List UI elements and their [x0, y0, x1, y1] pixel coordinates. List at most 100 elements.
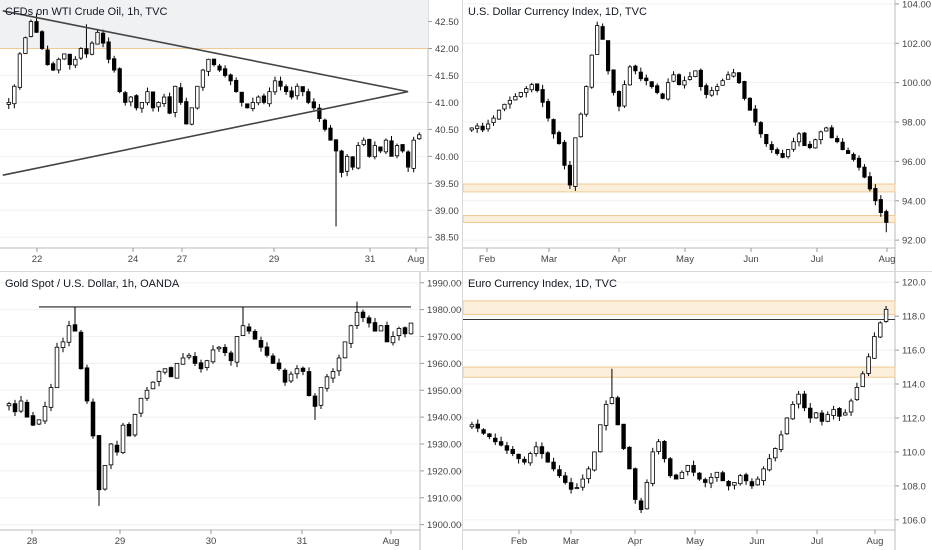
candle-body — [638, 71, 643, 80]
candle — [557, 465, 562, 478]
candle-body — [872, 336, 877, 359]
chart-panel-euro: 120.0 118.0 116.0 114.0 112.0 110.0 108.0 106.0… — [463, 272, 932, 550]
candle-body — [742, 81, 747, 99]
candle — [573, 137, 578, 191]
candle — [51, 61, 56, 72]
candle-body — [840, 141, 845, 150]
candle — [698, 68, 703, 91]
candle — [866, 353, 871, 377]
candle-body — [767, 458, 772, 471]
price-tick-label: 1910.000 — [427, 493, 462, 504]
candle — [638, 498, 644, 514]
chart-svg-wti[interactable]: 42.50 42.00 41.50 41.00 40.50 40.00 39.50 39.00… — [0, 0, 462, 271]
candle — [123, 90, 128, 106]
candle-body — [348, 325, 354, 344]
candle-body — [679, 471, 685, 479]
candle-body — [328, 127, 333, 141]
candle-body — [813, 412, 819, 419]
candle-body — [785, 149, 791, 158]
time-axis-wti: 22 24 27 29 31 Aug — [32, 248, 424, 265]
candle — [592, 451, 597, 472]
candle-body — [687, 76, 693, 80]
candle-body — [17, 53, 22, 88]
candle-body — [161, 96, 167, 105]
candle — [731, 68, 736, 78]
time-tick-label: 24 — [128, 254, 139, 265]
candle-body — [408, 322, 414, 335]
candle-body — [356, 145, 361, 169]
candle — [644, 74, 649, 86]
candle-body — [649, 81, 654, 88]
candle — [173, 85, 178, 118]
candle — [673, 473, 679, 480]
candle — [487, 433, 492, 440]
candle-body — [311, 101, 316, 109]
price-tick-label: 1940.000 — [427, 413, 462, 424]
candle-body — [96, 435, 102, 491]
price-tick-label: 120.0 — [902, 278, 926, 289]
candle — [318, 387, 324, 410]
candle — [400, 144, 405, 153]
candle-body — [216, 346, 222, 350]
candle-body — [162, 368, 168, 373]
chart-svg-euro[interactable]: 120.0 118.0 116.0 114.0 112.0 110.0 108.0 106.0… — [463, 272, 932, 550]
candle — [818, 130, 823, 145]
candle-body — [867, 176, 872, 190]
candle — [878, 321, 883, 339]
time-axis-gold: 28 29 30 31 Aug — [27, 530, 399, 547]
candle — [383, 138, 389, 155]
candle — [84, 24, 89, 58]
candle-body — [650, 451, 655, 484]
candle — [62, 53, 67, 60]
price-tick-label: 1980.000 — [427, 305, 462, 316]
candle — [546, 98, 551, 122]
candle — [336, 354, 342, 376]
candle — [840, 138, 845, 151]
price-axis-wti: 42.50 42.00 41.50 41.00 40.50 40.00 39.50 39.00… — [0, 17, 459, 244]
candle-body — [306, 371, 312, 397]
candle-body — [134, 95, 139, 109]
candle — [665, 78, 671, 101]
candle-body — [481, 429, 486, 434]
candle-body — [796, 393, 801, 405]
candle — [324, 373, 330, 392]
candle-body — [406, 151, 411, 168]
candle-body — [807, 143, 812, 149]
candle — [580, 474, 585, 491]
candle — [378, 324, 384, 332]
candle — [138, 397, 144, 417]
candle — [117, 67, 122, 94]
candle — [246, 323, 252, 335]
candle-body — [539, 446, 545, 455]
price-tick-label: 41.00 — [435, 98, 459, 109]
candle — [267, 87, 272, 107]
candle-body — [240, 325, 246, 336]
candle-body — [574, 487, 580, 490]
candle — [120, 422, 126, 455]
candle-body — [264, 346, 270, 356]
candle — [6, 98, 11, 109]
candle-body — [633, 65, 638, 72]
candle — [258, 336, 264, 352]
candle-body — [557, 469, 562, 477]
chart-svg-dxy[interactable]: 104.00 102.00 100.00 98.00 96.00 94.00 92.00 Fe… — [463, 0, 932, 271]
candle-body — [89, 42, 95, 55]
candle — [704, 83, 709, 99]
candle — [330, 368, 336, 383]
candle-body — [603, 403, 609, 426]
candle — [378, 146, 383, 154]
panel-divider-vertical — [462, 0, 463, 550]
candle — [288, 371, 294, 384]
candle-body — [758, 122, 763, 135]
price-tick-label: 96.00 — [902, 157, 926, 168]
candle — [295, 83, 300, 100]
candle — [475, 123, 480, 133]
candle-body — [56, 58, 61, 71]
price-tick-label: 40.00 — [435, 152, 459, 163]
price-tick-label: 118.0 — [902, 312, 925, 323]
candle — [742, 80, 747, 101]
candle-body — [295, 85, 300, 97]
price-axis-euro: 120.0 118.0 116.0 114.0 112.0 110.0 108.0 106.0 — [463, 278, 926, 526]
candle-body — [480, 125, 485, 131]
chart-svg-gold[interactable]: 1990.000 1980.000 1970.000 1960.000 1950.000… — [0, 272, 462, 550]
